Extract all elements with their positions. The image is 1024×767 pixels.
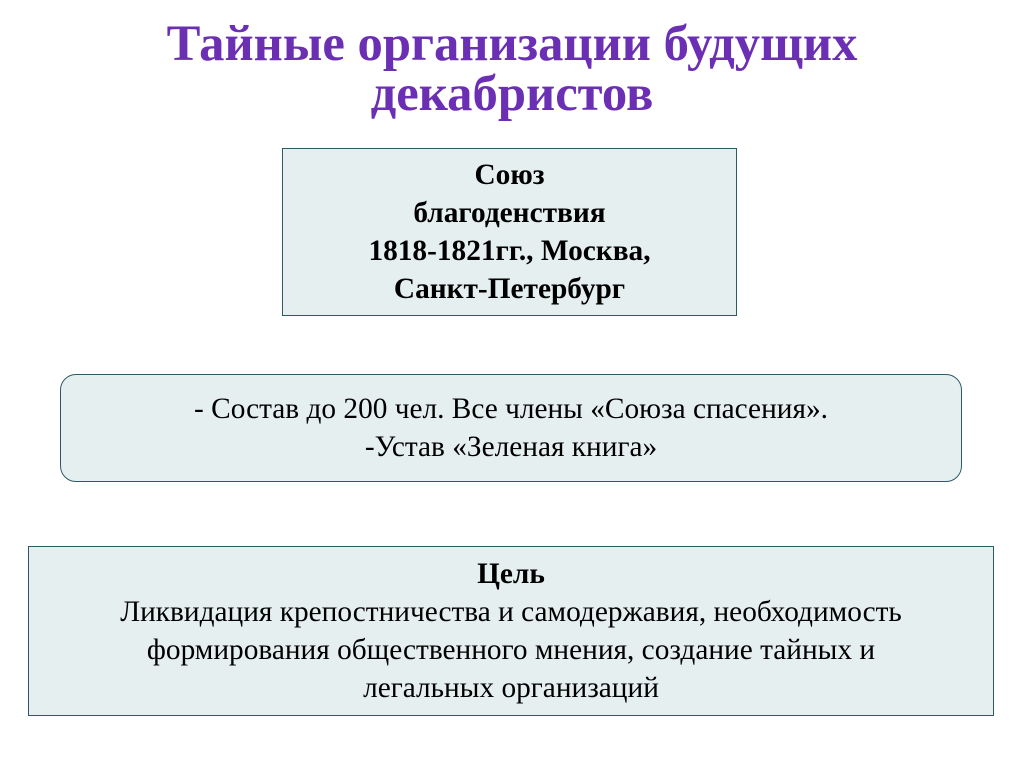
box1-line-1: благоденствия — [413, 194, 605, 232]
box3-line-0: Ликвидация крепостничества и самодержави… — [120, 593, 902, 631]
box1-line-3: Санкт-Петербург — [394, 270, 625, 308]
composition-box: - Состав до 200 чел. Все члены «Союза сп… — [60, 374, 962, 482]
goal-title: Цель — [477, 555, 545, 593]
box2-line-0: - Состав до 200 чел. Все члены «Союза сп… — [194, 390, 828, 428]
slide-title: Тайные организации будущих декабристов — [0, 18, 1024, 118]
box2-line-1: -Устав «Зеленая книга» — [365, 428, 657, 466]
box1-line-2: 1818-1821гг., Москва, — [368, 232, 650, 270]
goal-box: Цель Ликвидация крепостничества и самоде… — [28, 546, 994, 716]
box1-line-0: Союз — [474, 156, 544, 194]
org-union-box: Союз благоденствия 1818-1821гг., Москва,… — [282, 148, 737, 316]
title-line-1: Тайные организации будущих — [0, 18, 1024, 68]
title-line-2: декабристов — [0, 68, 1024, 118]
box3-line-2: легальных организаций — [363, 669, 659, 707]
box3-line-1: формирования общественного мнения, созда… — [147, 631, 875, 669]
